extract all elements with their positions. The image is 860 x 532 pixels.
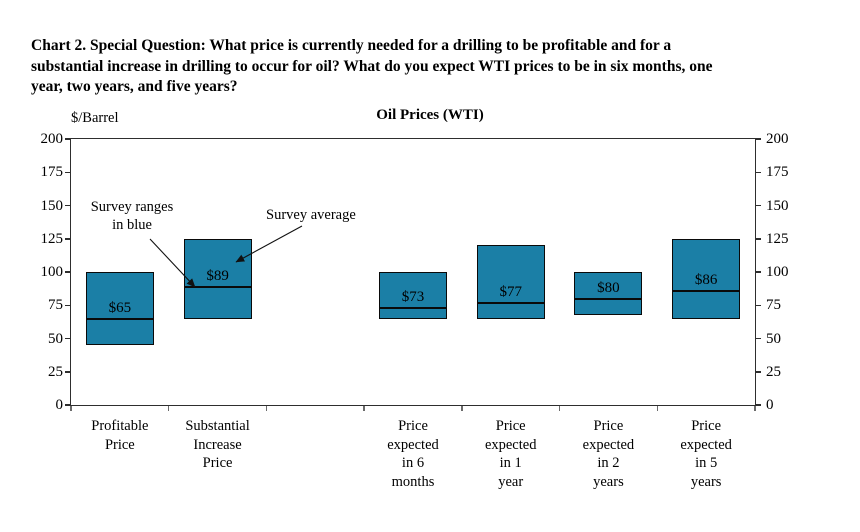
y-tick-mark-right [755,337,761,340]
category-label: Price expected in 1 year [484,418,537,490]
y-tick-label-left: 150 [40,197,64,214]
y-tick-label-left: 200 [40,131,64,147]
x-tick-mark [265,406,268,411]
y-tick-mark-left [65,271,71,273]
category-label: Price expected in 6 months [387,418,439,490]
average-value-label: $86 [694,271,718,288]
y-tick-mark-left [65,171,71,173]
x-tick-mark [754,406,756,411]
y-tick-mark-left [65,404,71,406]
y-tick-mark-left [65,238,71,240]
y-tick-mark-left [65,138,71,140]
y-tick-label-right: 100 [766,264,789,280]
y-tick-mark-right [755,171,761,173]
y-tick-label-left: 50 [48,330,63,347]
y-tick-label-right: 75 [766,297,781,314]
average-line [672,289,741,292]
y-tick-label-left: 75 [48,297,63,314]
category-label: Price expected in 2 years [582,418,635,490]
y-tick-label-right: 50 [766,330,781,347]
x-tick-mark [167,406,170,411]
average-line [379,306,447,309]
y-tick-mark-right [755,238,761,240]
y-tick-mark-right [755,204,761,207]
category-label: Substantial Increase Price [185,418,250,471]
x-tick-mark [656,406,659,411]
average-value-label: $65 [108,299,132,316]
range-bar [85,272,154,346]
average-value-label: $80 [597,279,620,296]
y-tick-label-right: 0 [766,397,774,413]
average-value-label: $89 [206,267,229,284]
category-label: Profitable Price [91,418,149,453]
y-tick-label-left: 0 [55,397,64,413]
y-tick-mark-right [755,404,761,406]
y-tick-label-right: 175 [766,164,789,181]
chart-title: Oil Prices (WTI) [376,107,484,123]
y-tick-mark-left [65,337,71,340]
y-tick-mark-right [755,371,761,373]
y-tick-mark-left [65,304,71,306]
average-line [85,317,154,320]
chart-heading: Chart 2. Special Question: What price is… [31,37,713,95]
y-tick-mark-left [65,371,71,373]
x-tick-mark [363,406,365,411]
y-tick-label-left: 100 [40,264,64,280]
y-tick-label-left: 175 [40,164,64,181]
average-value-label: $77 [499,283,522,300]
average-value-label: $73 [401,288,425,305]
y-tick-label-left: 125 [40,230,64,247]
category-label: Price expected in 5 years [680,418,732,490]
average-line [183,285,252,288]
annotation-survey-ranges: Survey ranges in blue [90,199,174,233]
range-bar [574,272,643,315]
x-tick-mark [558,406,561,411]
y-tick-label-right: 150 [766,197,789,214]
average-line [574,297,643,300]
annotation-survey-average: Survey average [266,207,356,223]
range-bar [476,245,545,319]
y-tick-mark-left [65,204,71,207]
y-tick-mark-right [755,304,761,306]
x-tick-mark [461,406,463,411]
y-tick-label-right: 25 [766,363,781,380]
y-tick-label-left: 25 [48,363,63,380]
y-axis-unit-label: $/Barrel [71,110,119,126]
range-bar [379,272,447,319]
y-tick-label-right: 200 [766,131,789,147]
range-bar [672,238,741,319]
y-tick-mark-right [755,138,761,140]
y-tick-label-right: 125 [766,230,789,247]
x-tick-mark [70,406,72,411]
average-line [476,301,545,304]
y-tick-mark-right [755,271,761,273]
